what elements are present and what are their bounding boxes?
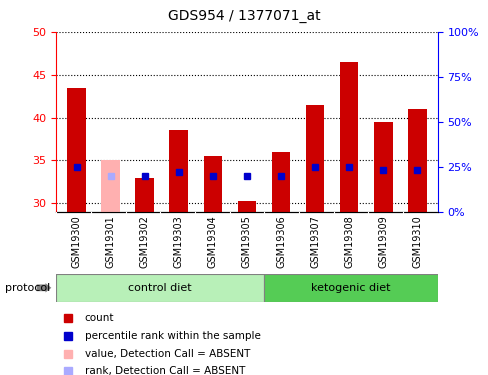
Bar [56, 274, 264, 302]
Text: ketogenic diet: ketogenic diet [310, 283, 390, 293]
Text: GSM19303: GSM19303 [173, 215, 183, 268]
Text: GSM19306: GSM19306 [275, 215, 285, 268]
Text: GSM19304: GSM19304 [207, 215, 218, 268]
Bar [169, 130, 188, 212]
Text: GSM19301: GSM19301 [105, 215, 116, 268]
Bar [339, 62, 358, 212]
Text: GSM19307: GSM19307 [309, 215, 320, 268]
Text: percentile rank within the sample: percentile rank within the sample [85, 331, 260, 341]
Bar [271, 152, 290, 212]
Bar [264, 274, 437, 302]
Text: value, Detection Call = ABSENT: value, Detection Call = ABSENT [85, 349, 250, 358]
Text: GSM19302: GSM19302 [140, 215, 149, 268]
Text: GSM19300: GSM19300 [72, 215, 81, 268]
Text: count: count [85, 313, 114, 323]
Bar [203, 156, 222, 212]
Bar [373, 122, 392, 212]
Text: GSM19310: GSM19310 [411, 215, 421, 268]
Text: GSM19309: GSM19309 [377, 215, 387, 268]
Text: GSM19308: GSM19308 [344, 215, 353, 268]
Text: protocol: protocol [5, 283, 50, 293]
Bar [237, 201, 256, 212]
Text: rank, Detection Call = ABSENT: rank, Detection Call = ABSENT [85, 366, 244, 375]
Bar [305, 105, 324, 212]
Bar [101, 160, 120, 212]
Text: GDS954 / 1377071_at: GDS954 / 1377071_at [168, 9, 320, 23]
Text: control diet: control diet [128, 283, 192, 293]
Text: GSM19305: GSM19305 [242, 215, 251, 268]
Bar [135, 178, 154, 212]
Bar [67, 88, 86, 212]
Bar [407, 109, 426, 212]
